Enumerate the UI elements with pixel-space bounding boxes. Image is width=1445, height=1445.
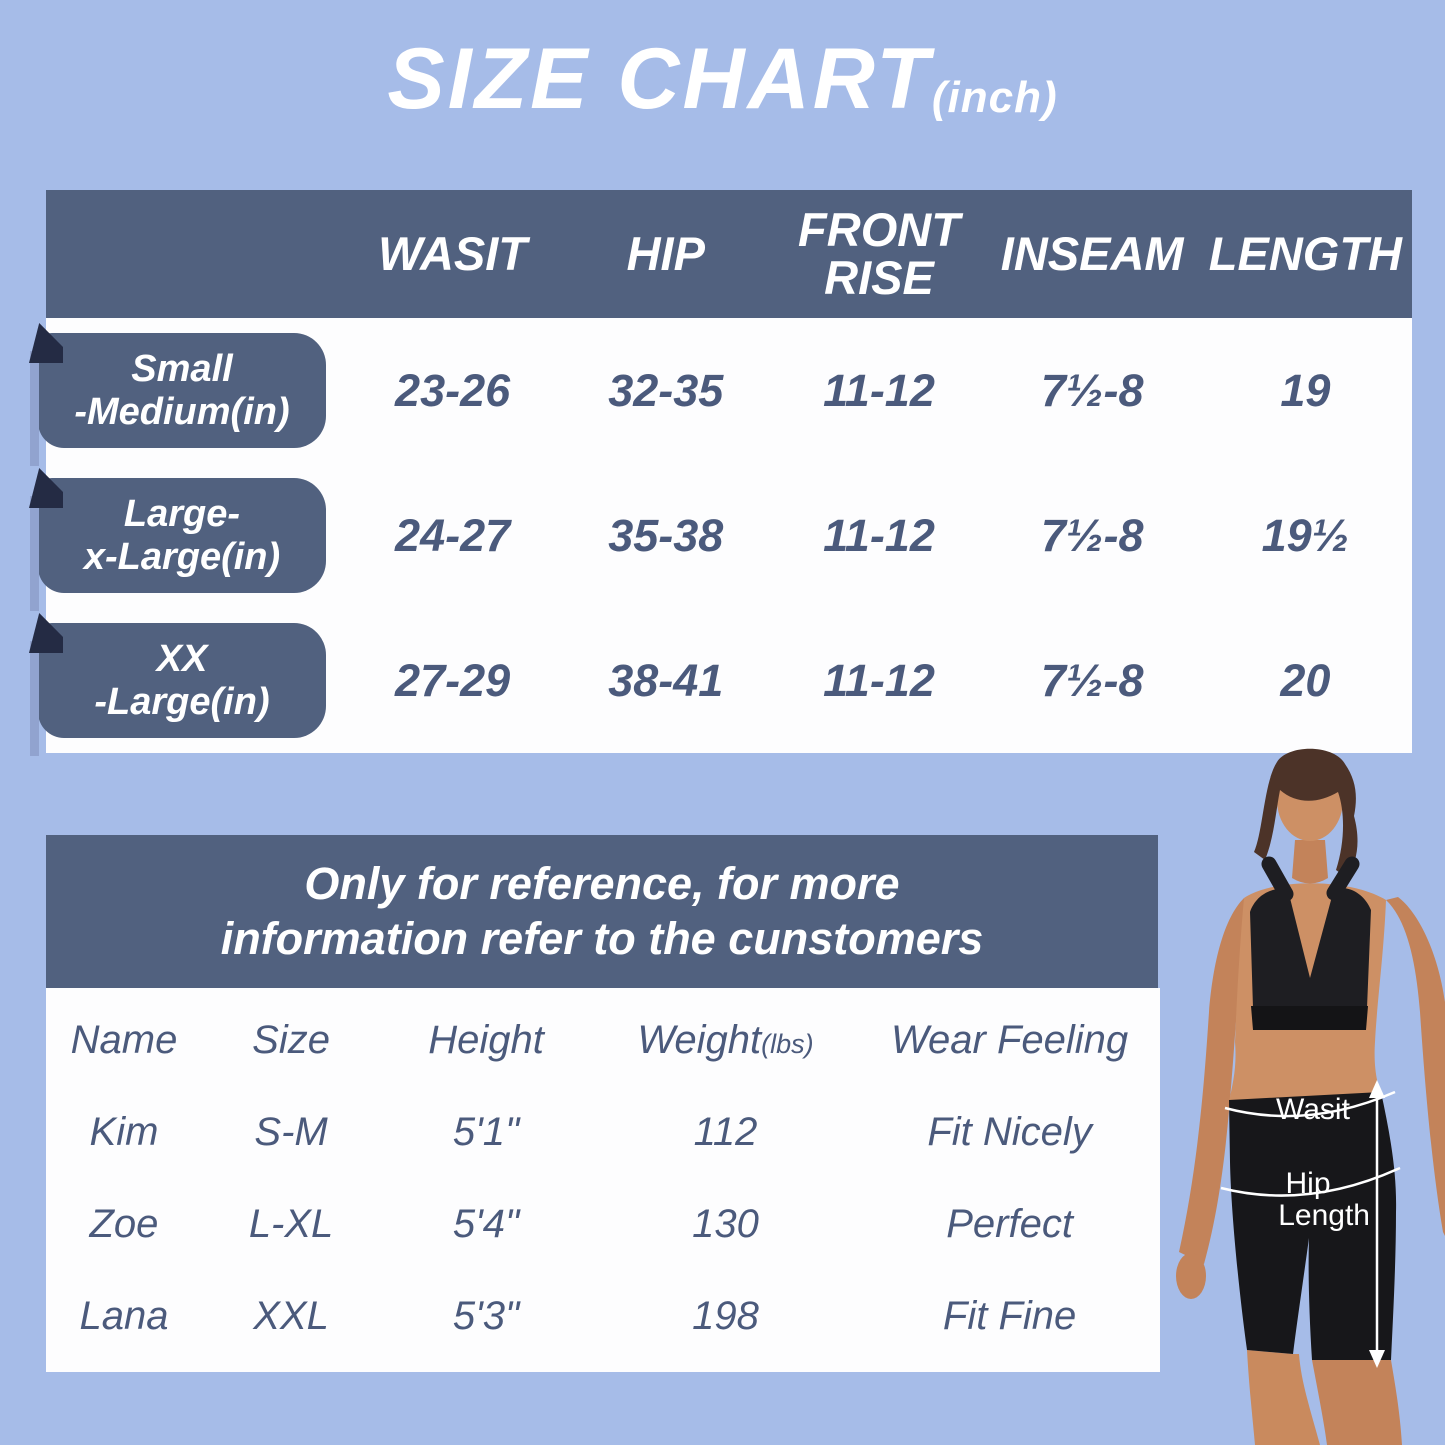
arm-right [1386,897,1445,1236]
cell-feeling: Fit Nicely [927,1109,1092,1154]
column-header-weight: Weight(lbs) [592,1018,859,1063]
weight-unit: (lbs) [761,1028,814,1059]
cell-front-rise: 11-12 [823,509,935,561]
cell-size: L-XL [248,1201,334,1246]
hand-left [1176,1253,1206,1299]
reference-note-line2: information refer to the cunstomers [220,912,984,964]
size-badge-large-xlarge: Large- x-Large(in) [30,477,326,612]
size-badge-label: XX [156,637,208,680]
cell-height: 5'4" [452,1201,520,1246]
cell-front-rise: 11-12 [823,654,935,706]
weight-label: Weight [637,1017,762,1062]
cell-feeling: Perfect [946,1201,1073,1246]
cell-height: 5'1" [452,1109,520,1154]
table-row: XX -Large(in) 27-29 38-41 11-12 7½-8 20 [30,608,1412,757]
title-unit: (inch) [931,73,1058,122]
table-row: Kim S-M 5'1" 112 Fit Nicely [46,1086,1160,1178]
cell-hip: 38-41 [608,654,724,706]
length-arrow-down-icon [1369,1350,1385,1368]
title-text: SIZE CHART [387,31,932,127]
size-badge-label: x-Large(in) [83,535,281,578]
cell-feeling: Fit Fine [942,1293,1077,1338]
cell-name: Kim [89,1109,159,1154]
hip-label: Hip [1285,1167,1330,1200]
column-header-wear-feeling: Wear Feeling [891,1017,1129,1062]
cell-height: 5'3" [452,1293,520,1338]
sports-bra-band [1251,1006,1368,1030]
size-table-header: WASIT HIP FRONT RISE INSEAM LENGTH [46,190,1412,318]
size-badge-label: Large- [123,492,241,535]
arm-left [1179,898,1247,1264]
length-arrow-up-icon [1369,1080,1385,1098]
cell-length: 19 [1280,364,1331,416]
waist-measure-line [1224,1090,1396,1118]
cell-weight: 130 [692,1201,759,1246]
leg-back [1312,1360,1402,1445]
cell-length: 20 [1280,654,1331,706]
column-header-front-rise: FRONT RISE [798,203,960,304]
size-badge-label: Small [131,347,233,390]
leg-front [1247,1350,1320,1445]
sports-bra-strap-right [1326,856,1360,901]
fit-table-header: Name Size Height Weight(lbs) Wear Feelin… [46,994,1160,1086]
model-photo: Wasit Hip Length [1150,690,1445,1445]
row-label-cell: Large- x-Large(in) [30,477,346,612]
shorts [1229,1092,1397,1360]
reference-note-banner: Only for reference, for more information… [46,835,1158,988]
cell-name: Lana [79,1293,169,1338]
cell-hip: 32-35 [608,364,724,416]
neck [1292,840,1328,884]
cell-size: XXL [253,1293,329,1338]
size-table-body: Small -Medium(in) 23-26 32-35 11-12 7½-8… [30,318,1412,757]
column-header-length: LENGTH [1208,227,1402,281]
waist-label: Wasit [1276,1093,1351,1126]
size-table: WASIT HIP FRONT RISE INSEAM LENGTH Small… [30,190,1412,757]
fit-table: Name Size Height Weight(lbs) Wear Feelin… [46,988,1160,1372]
page-title: SIZE CHART(inch) [0,30,1445,129]
table-row: Large- x-Large(in) 24-27 35-38 11-12 7½-… [30,463,1412,612]
table-row: Small -Medium(in) 23-26 32-35 11-12 7½-8… [30,318,1412,467]
cell-inseam: 7½-8 [1040,509,1144,561]
column-header-hip: HIP [626,227,705,281]
table-row: Lana XXL 5'3" 198 Fit Fine [46,1270,1160,1362]
column-header-name: Name [70,1017,178,1062]
cell-size: S-M [254,1109,328,1154]
size-badge-label: -Medium(in) [74,390,290,433]
cell-waist: 23-26 [395,364,511,416]
column-header-height: Height [428,1017,544,1062]
size-badge-xxlarge: XX -Large(in) [30,622,326,757]
cell-weight: 112 [693,1109,758,1154]
table-row: Zoe L-XL 5'4" 130 Perfect [46,1178,1160,1270]
cell-name: Zoe [89,1201,159,1246]
column-header-inseam: INSEAM [1000,227,1184,281]
size-badge-small-medium: Small -Medium(in) [30,332,326,467]
hair [1254,748,1358,878]
size-badge-label: -Large(in) [94,680,270,723]
sports-bra-strap-left [1261,856,1294,902]
length-label: Length [1278,1199,1370,1232]
cell-length: 19½ [1261,509,1350,561]
sports-bra [1250,887,1371,1008]
cell-waist: 24-27 [395,509,511,561]
column-header-waist: WASIT [378,227,527,281]
column-header-size: Size [252,1017,330,1062]
reference-note-line1: Only for reference, for more [304,857,900,909]
cell-hip: 35-38 [608,509,724,561]
woman-figure: Wasit Hip Length [1176,748,1445,1445]
cell-weight: 198 [692,1293,759,1338]
row-label-cell: Small -Medium(in) [30,332,346,467]
cell-inseam: 7½-8 [1040,364,1144,416]
cell-front-rise: 11-12 [823,364,935,416]
cell-inseam: 7½-8 [1040,654,1144,706]
row-label-cell: XX -Large(in) [30,622,346,757]
cell-waist: 27-29 [395,654,511,706]
